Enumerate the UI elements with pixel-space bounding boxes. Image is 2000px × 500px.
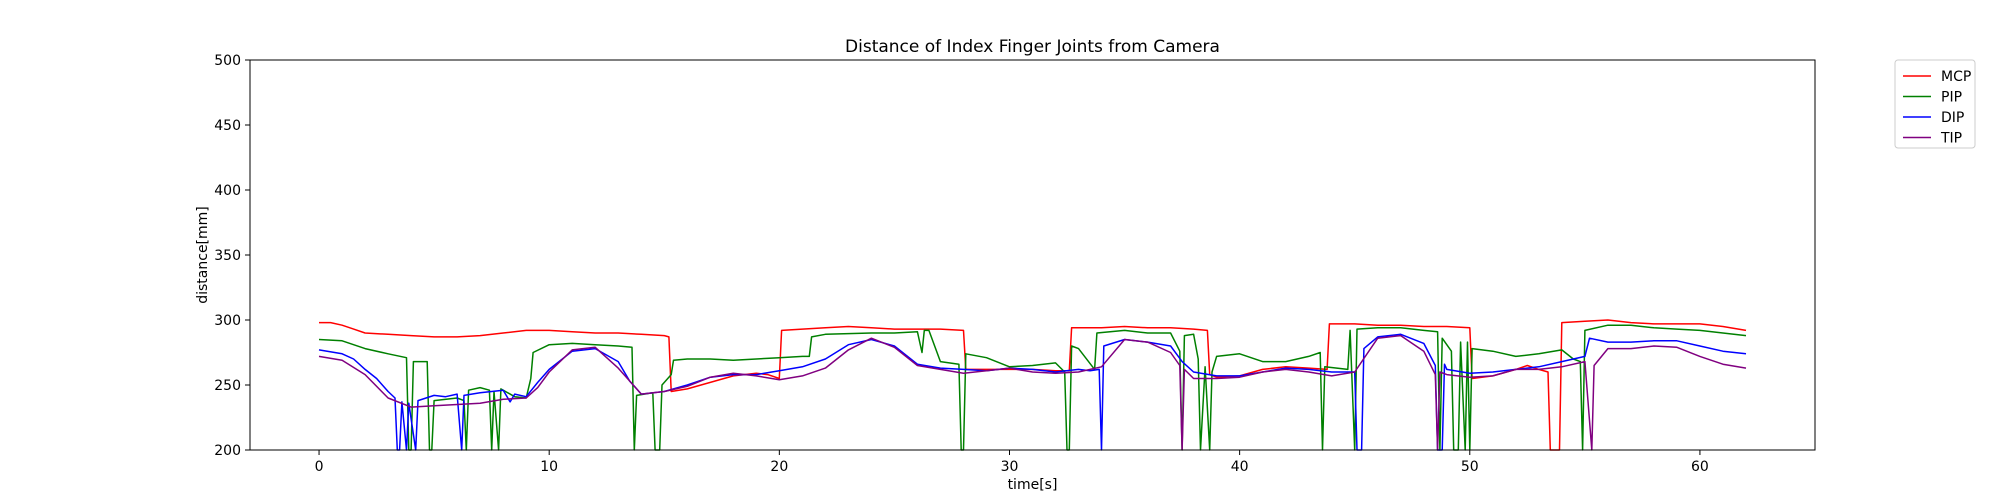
x-tick-label: 50 — [1461, 459, 1479, 475]
legend-label-pip: PIP — [1941, 90, 1962, 106]
series-layer — [318, 319, 1747, 451]
legend-label-mcp: MCP — [1941, 69, 1971, 85]
x-tick-label: 40 — [1231, 459, 1249, 475]
plot-frame — [249, 59, 1816, 451]
y-axis-title: distance[mm] — [195, 206, 211, 304]
y-tick-label: 250 — [214, 378, 241, 394]
x-tick-label: 10 — [540, 459, 558, 475]
legend-frame — [1894, 59, 1976, 149]
y-tick-label: 450 — [214, 118, 241, 134]
plot-area — [249, 59, 1816, 451]
y-tick-label: 400 — [214, 183, 241, 199]
chart-title: Distance of Index Finger Joints from Cam… — [845, 37, 1220, 57]
x-tick-label: 20 — [770, 459, 788, 475]
y-tick-label: 200 — [214, 443, 241, 459]
legend-label-tip: TIP — [1940, 131, 1962, 147]
legend-label-dip: DIP — [1941, 110, 1964, 126]
y-axis: 200 250 300 350 400 450 500 — [214, 53, 250, 459]
y-tick-label: 300 — [214, 313, 241, 329]
series-line-mcp — [319, 319, 1747, 451]
legend-items: MCP PIP DIP TIP — [1903, 69, 1971, 147]
x-axis: 0 10 20 30 40 50 60 — [315, 450, 1709, 475]
x-tick-label: 0 — [315, 459, 324, 475]
series-line-tip — [318, 334, 1747, 451]
y-tick-label: 350 — [214, 248, 241, 264]
x-tick-label: 60 — [1691, 459, 1709, 475]
x-tick-label: 30 — [1001, 459, 1019, 475]
x-axis-title: time[s] — [1008, 477, 1058, 493]
legend: MCP PIP DIP TIP — [1894, 59, 1976, 149]
y-tick-label: 500 — [214, 53, 241, 69]
